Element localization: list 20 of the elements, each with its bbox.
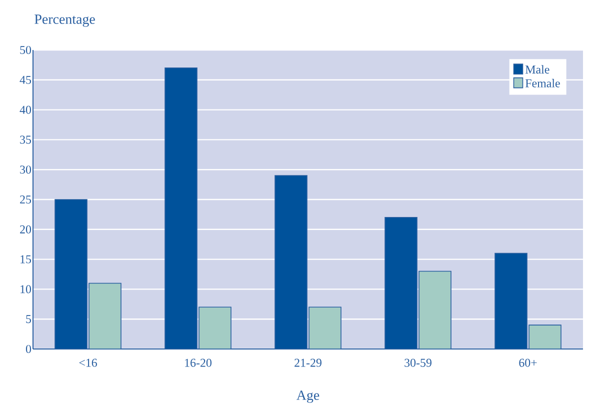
y-tick-label: 45	[20, 76, 32, 84]
y-tick-label: 40	[20, 106, 32, 114]
x-tick-label: <16	[79, 358, 97, 367]
y-tick-label: 10	[20, 285, 32, 294]
y-tick-label: 0	[26, 344, 32, 354]
x-tick-label: 60+	[519, 358, 537, 367]
x-axis-title: Age	[296, 390, 320, 403]
x-tick-label: 21-29	[294, 358, 322, 367]
y-tick-label: 15	[20, 255, 32, 264]
y-tick-label: 35	[20, 136, 32, 144]
y-tick-label: 25	[20, 195, 32, 204]
legend-label: Male	[525, 65, 550, 74]
legend-label: Female	[525, 78, 560, 88]
y-tick-label: 30	[20, 166, 32, 174]
x-tick-label: 16-20	[185, 358, 212, 367]
x-tick-label: 30-59	[404, 358, 432, 367]
y-tick-label: 50	[20, 46, 32, 54]
y-tick-label: 5	[26, 315, 32, 324]
y-tick-label: 20	[20, 225, 32, 234]
y-axis-title: Percentage	[34, 14, 95, 27]
